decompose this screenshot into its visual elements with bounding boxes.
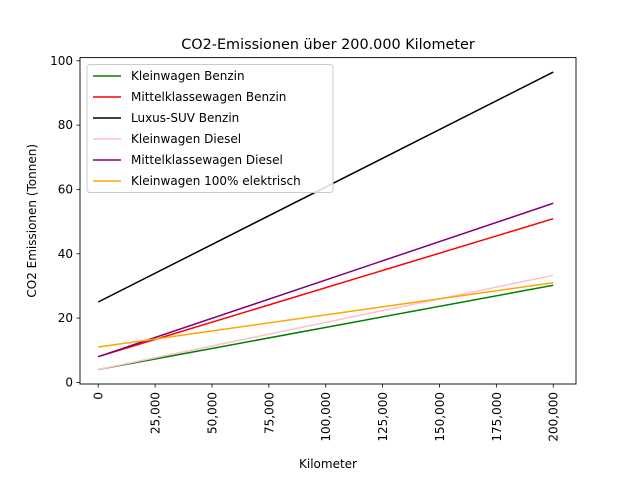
legend-label: Kleinwagen 100% elektrisch (131, 174, 301, 188)
x-tick-label: 125,000 (376, 392, 390, 442)
series-line-6 (98, 281, 554, 348)
y-tick-label: 80 (58, 118, 73, 132)
legend-label: Luxus-SUV Benzin (131, 111, 239, 125)
x-tick-label: 75,000 (262, 392, 276, 434)
y-tick-label: 40 (58, 247, 73, 261)
legend-label: Mittelklassewagen Benzin (131, 90, 286, 104)
x-tick-label: 50,000 (205, 392, 219, 434)
chart-title: CO2-Emissionen über 200.000 Kilometer (181, 37, 475, 53)
legend-entries: Kleinwagen Benzin Mittelklassewagen Benzi… (93, 69, 301, 188)
x-tick-label: 200,000 (547, 392, 561, 442)
y-tick-label: 100 (50, 54, 73, 68)
x-axis-ticks: 0 25,000 50,000 75,000 100,000 125,000 150,000… (92, 384, 561, 442)
x-axis-label: Kilometer (299, 457, 357, 471)
series-line-2 (97, 217, 554, 358)
series-line-1 (98, 284, 554, 371)
legend-label: Kleinwagen Diesel (131, 132, 241, 146)
legend-label: Kleinwagen Benzin (131, 69, 245, 83)
y-tick-label: 60 (58, 182, 73, 196)
x-tick-label: 150,000 (433, 392, 447, 442)
x-tick-label: 100,000 (319, 392, 333, 442)
legend-box (86, 64, 334, 193)
x-tick-label: 0 (92, 392, 106, 400)
x-tick-label: 25,000 (149, 392, 163, 434)
y-tick-label: 0 (65, 375, 73, 389)
plot-frame (79, 57, 577, 385)
y-axis-label: CO2 Emissionen (Tonnen) (25, 144, 39, 298)
legend-label: Mittelklassewagen Diesel (131, 153, 283, 167)
y-tick-label: 20 (58, 311, 73, 325)
y-axis-ticks: 0 20 40 60 80 100 (50, 54, 80, 389)
series-line-5 (97, 202, 554, 358)
series-line-4 (98, 274, 554, 371)
x-tick-label: 175,000 (490, 392, 504, 442)
legend: Kleinwagen Benzin Mittelklassewagen Benzi… (86, 64, 334, 193)
